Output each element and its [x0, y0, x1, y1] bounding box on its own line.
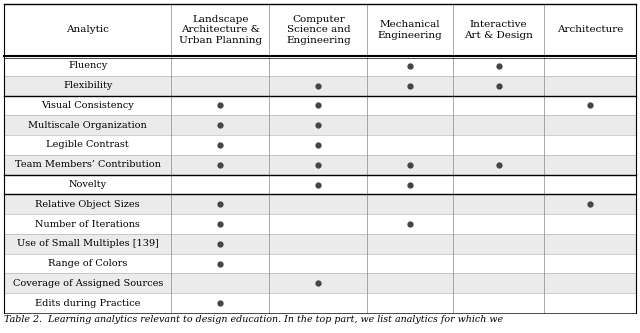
Bar: [4, 234, 636, 254]
Bar: [4, 254, 636, 273]
Bar: [4, 4, 636, 56]
Bar: [4, 214, 636, 234]
Text: Interactive
Art & Design: Interactive Art & Design: [464, 20, 533, 40]
Bar: [4, 194, 636, 214]
Text: Multiscale Organization: Multiscale Organization: [28, 121, 147, 130]
Bar: [4, 76, 636, 96]
Text: Edits during Practice: Edits during Practice: [35, 299, 140, 308]
Bar: [4, 293, 636, 313]
Bar: [4, 155, 636, 174]
Text: Mechanical
Engineering: Mechanical Engineering: [378, 20, 442, 40]
Text: Coverage of Assigned Sources: Coverage of Assigned Sources: [13, 279, 163, 288]
Bar: [4, 174, 636, 194]
Text: Fluency: Fluency: [68, 61, 108, 70]
Text: Range of Colors: Range of Colors: [48, 259, 127, 268]
Text: Analytic: Analytic: [67, 26, 109, 35]
Text: Legible Contrast: Legible Contrast: [46, 141, 129, 150]
Text: Relative Object Sizes: Relative Object Sizes: [35, 200, 140, 209]
Text: Computer
Science and
Engineering: Computer Science and Engineering: [286, 15, 351, 45]
Text: Architecture: Architecture: [557, 26, 623, 35]
Bar: [4, 135, 636, 155]
Text: Table 2.  Learning analytics relevant to design education. In the top part, we l: Table 2. Learning analytics relevant to …: [4, 315, 503, 324]
Text: Use of Small Multiples [139]: Use of Small Multiples [139]: [17, 239, 159, 248]
Text: Novelty: Novelty: [68, 180, 107, 189]
Text: Visual Consistency: Visual Consistency: [42, 101, 134, 110]
Bar: [4, 96, 636, 115]
Text: Number of Iterations: Number of Iterations: [35, 219, 140, 228]
Bar: [4, 273, 636, 293]
Text: Team Members’ Contribution: Team Members’ Contribution: [15, 160, 161, 169]
Text: Flexibility: Flexibility: [63, 81, 113, 90]
Text: Landscape
Architecture &
Urban Planning: Landscape Architecture & Urban Planning: [179, 15, 262, 45]
Bar: [4, 115, 636, 135]
Bar: [4, 56, 636, 76]
